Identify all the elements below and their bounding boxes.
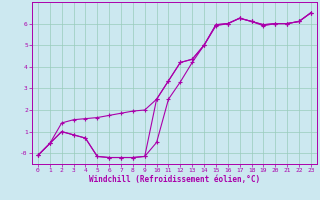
- X-axis label: Windchill (Refroidissement éolien,°C): Windchill (Refroidissement éolien,°C): [89, 175, 260, 184]
